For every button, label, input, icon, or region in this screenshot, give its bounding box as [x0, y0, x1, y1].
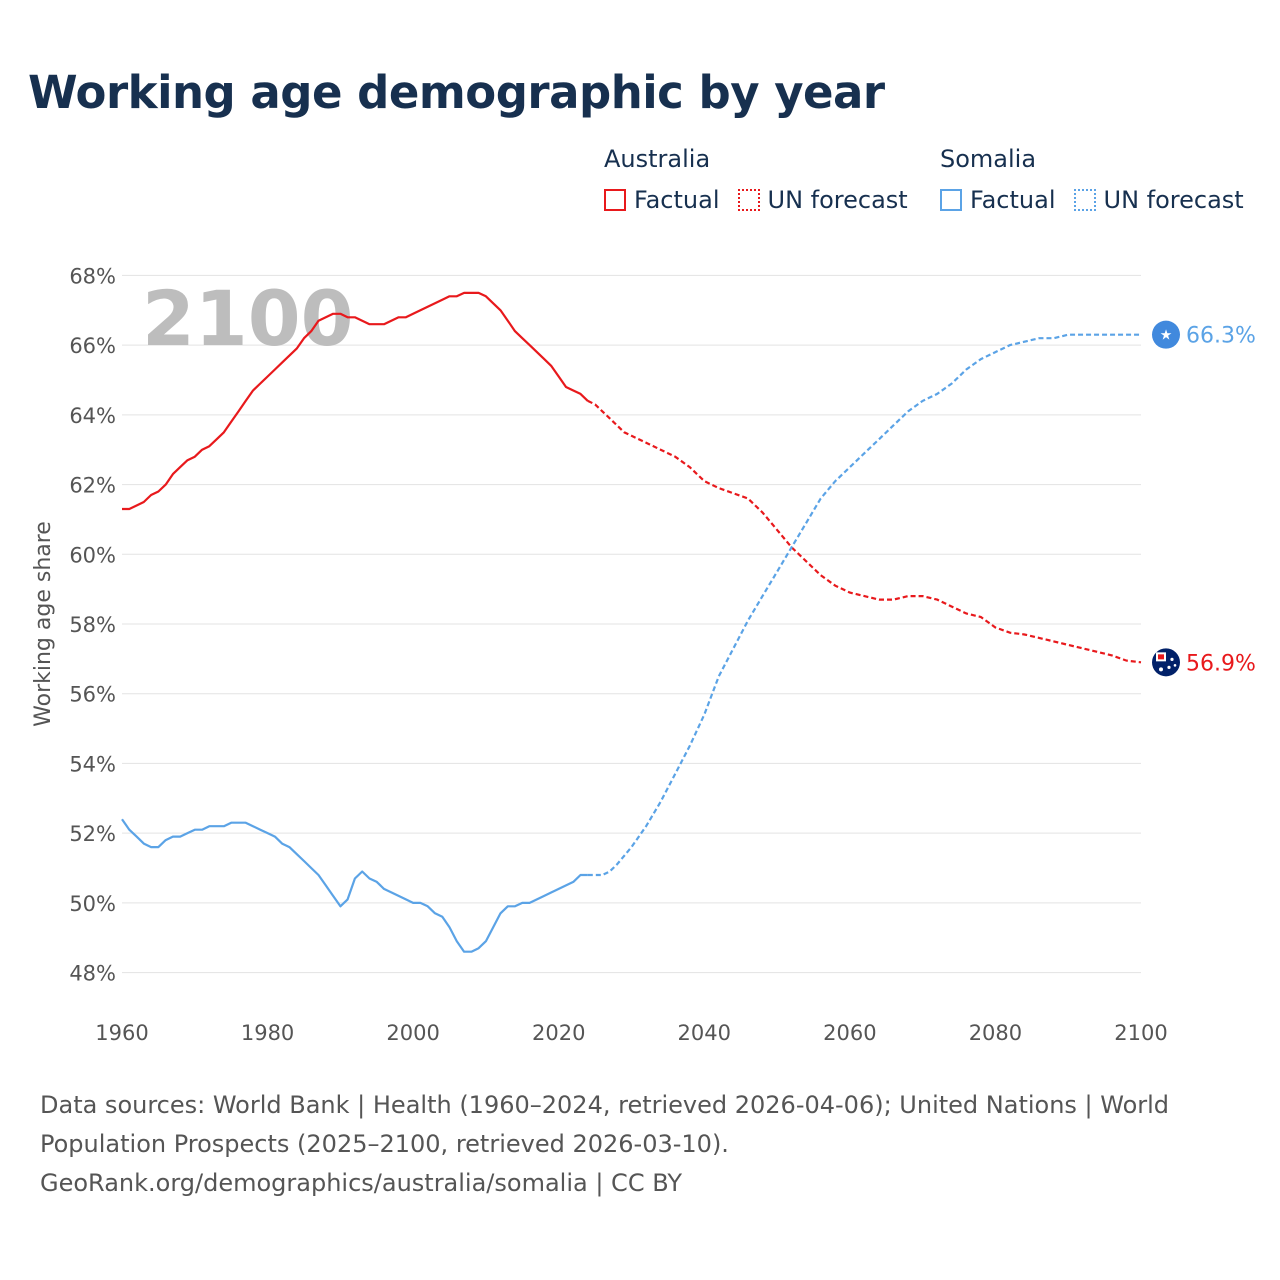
somalia-end-value-label: 66.3% [1186, 324, 1256, 349]
legend-label: Factual [634, 186, 720, 214]
legend-group-name: Australia [604, 145, 711, 173]
y-tick-label: 58% [69, 613, 116, 637]
line-chart: 48%50%52%54%56%58%60%62%64%66%68% 1960 19… [31, 264, 1256, 1045]
somalia-flag-icon: ★ [1152, 320, 1180, 349]
australia-factual-line[interactable] [122, 291, 589, 511]
legend-swatch-solid [940, 189, 962, 211]
legend-label: UN forecast [767, 186, 908, 214]
gridlines [122, 274, 1141, 974]
y-axis-title: Working age share [31, 521, 56, 727]
series-lines [121, 291, 1142, 953]
x-tick-label: 2040 [678, 1021, 731, 1045]
x-tick-label: 2060 [823, 1021, 876, 1045]
chart-title: Working age demographic by year [28, 66, 885, 119]
y-tick-label: 64% [69, 404, 116, 428]
year-watermark: 2100 [142, 274, 354, 363]
y-tick-label: 50% [69, 892, 116, 916]
x-tick-label: 1980 [241, 1021, 294, 1045]
x-tick-label: 1960 [95, 1021, 148, 1045]
end-markers: 56.9% ★ 66.3% [1152, 320, 1256, 677]
australia-forecast-line[interactable] [587, 399, 1142, 664]
legend-swatch-dotted [1073, 189, 1096, 211]
australia-end-value-label: 56.9% [1186, 651, 1256, 676]
somalia-forecast-line[interactable] [587, 333, 1141, 877]
y-tick-label: 56% [69, 683, 116, 707]
attribution: GeoRank.org/demographics/australia/somal… [40, 1169, 683, 1197]
legend-group-name: Somalia [940, 145, 1037, 173]
svg-text:★: ★ [1160, 328, 1173, 344]
y-tick-label: 62% [69, 474, 116, 498]
data-sources: Data sources: World Bank | Health (1960–… [40, 1091, 1170, 1158]
x-tick-label: 2020 [532, 1021, 585, 1045]
footer: Data sources: World Bank | Health (1960–… [40, 1086, 1240, 1203]
x-tick-label: 2100 [1114, 1021, 1167, 1045]
somalia-factual-line[interactable] [121, 818, 588, 953]
y-tick-label: 48% [69, 962, 116, 986]
y-tick-label: 60% [69, 543, 116, 567]
x-axis-ticks: 1960 1980 2000 2020 2040 2060 2080 2100 [95, 1021, 1167, 1045]
legend-item-somalia-forecast[interactable]: UN forecast [1073, 186, 1244, 214]
australia-flag-icon [1152, 648, 1180, 677]
y-tick-label: 54% [69, 752, 116, 776]
legend-label: Factual [970, 186, 1056, 214]
x-tick-label: 2080 [969, 1021, 1022, 1045]
legend-item-australia-factual[interactable]: Factual [604, 186, 720, 214]
legend-label: UN forecast [1103, 186, 1244, 214]
legend-item-australia-forecast[interactable]: UN forecast [737, 186, 908, 214]
legend-swatch-solid [604, 189, 626, 211]
x-tick-label: 2000 [386, 1021, 439, 1045]
y-tick-label: 66% [69, 334, 116, 358]
y-tick-label: 68% [69, 264, 116, 288]
legend-group-australia: Australia Factual UN forecast [604, 144, 926, 214]
y-tick-label: 52% [69, 822, 116, 846]
legend-item-somalia-factual[interactable]: Factual [940, 186, 1056, 214]
y-axis-ticks: 48% 50% 52% 54% 56% 58% 60% 62% 64% 66% 68% [69, 264, 116, 985]
legend-group-somalia: Somalia Factual UN forecast [940, 144, 1262, 214]
legend-swatch-dotted [737, 189, 760, 211]
